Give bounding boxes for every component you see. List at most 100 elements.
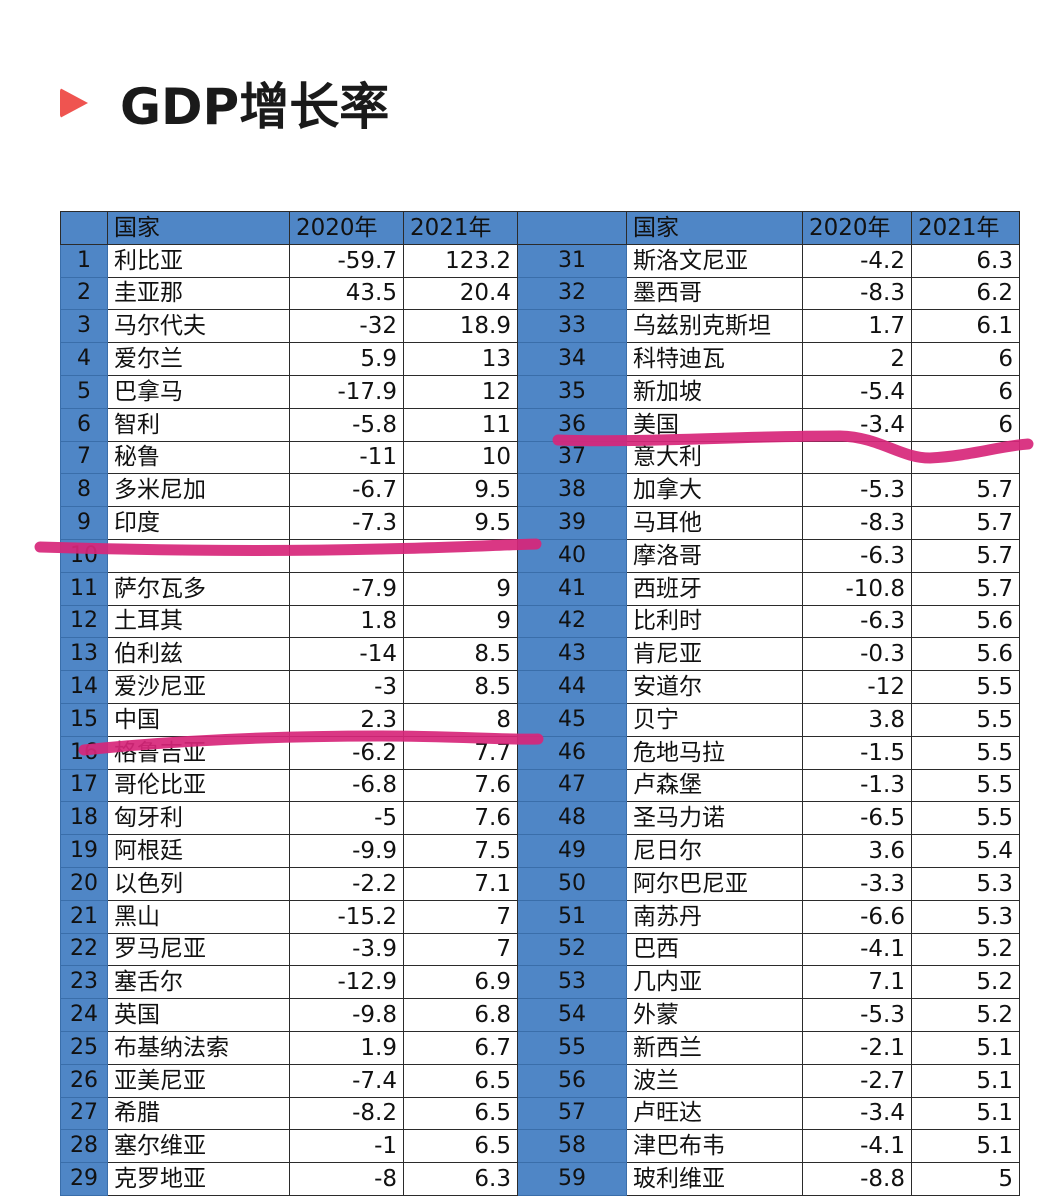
row-rank: 46 — [517, 735, 627, 770]
gdp-2021: 6.1 — [911, 309, 1020, 344]
gdp-2021: 5.6 — [911, 604, 1020, 639]
gdp-2021: 13 — [403, 342, 518, 376]
gdp-2020: -3.3 — [802, 866, 912, 901]
gdp-2021: 6.5 — [403, 1129, 518, 1164]
table-row: 17 哥伦比亚 -6.8 7.6 47 卢森堡 -1.3 5.5 — [60, 768, 1020, 803]
country-name: 秘鲁 — [107, 440, 290, 475]
country-name: 圣马力诺 — [626, 801, 803, 836]
gdp-2020: 1.9 — [289, 1030, 404, 1065]
country-name: 阿根廷 — [107, 834, 290, 868]
gdp-2020: -2.2 — [289, 866, 404, 901]
gdp-2021: 9.5 — [403, 506, 518, 540]
gdp-2021: 8 — [403, 702, 518, 737]
gdp-2020 — [802, 440, 912, 475]
gdp-2020: -6.5 — [802, 801, 912, 836]
table-row: 12 土耳其 1.8 9 42 比利时 -6.3 5.6 — [60, 604, 1020, 639]
table-row: 1 利比亚 -59.7 123.2 31 斯洛文尼亚 -4.2 6.3 — [60, 243, 1020, 278]
gdp-2021: 6.7 — [403, 1030, 518, 1065]
row-rank: 19 — [60, 834, 108, 868]
row-rank: 55 — [517, 1030, 627, 1065]
country-name: 墨西哥 — [626, 276, 803, 311]
gdp-2020: -6.2 — [289, 735, 404, 770]
table-row: 15 中国 2.3 8 45 贝宁 3.8 5.5 — [60, 702, 1020, 737]
gdp-2020: -6.8 — [289, 768, 404, 803]
row-rank: 12 — [60, 604, 108, 639]
gdp-2020: 2 — [802, 342, 912, 376]
page-title: GDP增长率 — [120, 78, 390, 136]
row-rank: 48 — [517, 801, 627, 836]
gdp-2021 — [403, 538, 518, 573]
gdp-2020: -15.2 — [289, 899, 404, 934]
row-rank: 42 — [517, 604, 627, 639]
country-name: 新加坡 — [626, 374, 803, 409]
country-name — [107, 538, 290, 573]
gdp-2020: -3 — [289, 670, 404, 704]
gdp-2021: 6 — [911, 374, 1020, 409]
gdp-2021: 6 — [911, 407, 1020, 442]
gdp-2021: 6.3 — [403, 1162, 518, 1196]
gdp-2021: 20.4 — [403, 276, 518, 311]
country-name: 罗马尼亚 — [107, 932, 290, 967]
country-name: 摩洛哥 — [626, 538, 803, 573]
gdp-2020: -5 — [289, 801, 404, 836]
gdp-2021: 5.1 — [911, 1129, 1020, 1164]
row-rank: 36 — [517, 407, 627, 442]
gdp-2020: -8.3 — [802, 276, 912, 311]
gdp-2021: 7 — [403, 899, 518, 934]
gdp-2021: 8.5 — [403, 637, 518, 672]
row-rank: 40 — [517, 538, 627, 573]
country-name: 尼日尔 — [626, 834, 803, 868]
header-country: 国家 — [107, 211, 290, 245]
row-rank: 27 — [60, 1096, 108, 1131]
row-rank: 22 — [60, 932, 108, 967]
country-name: 克罗地亚 — [107, 1162, 290, 1196]
country-name: 贝宁 — [626, 702, 803, 737]
table-header-row: 国家 2020年 2021年 国家 2020年 2021年 — [60, 211, 1020, 245]
gdp-2021: 9 — [403, 604, 518, 639]
header-country: 国家 — [626, 211, 803, 245]
row-rank: 50 — [517, 866, 627, 901]
table-row: 26 亚美尼亚 -7.4 6.5 56 波兰 -2.7 5.1 — [60, 1063, 1020, 1098]
table-row: 8 多米尼加 -6.7 9.5 38 加拿大 -5.3 5.7 — [60, 473, 1020, 508]
gdp-2020: -59.7 — [289, 243, 404, 278]
table-row: 14 爱沙尼亚 -3 8.5 44 安道尔 -12 5.5 — [60, 670, 1020, 704]
gdp-2021: 5.4 — [911, 834, 1020, 868]
gdp-2021: 18.9 — [403, 309, 518, 344]
gdp-2020: 3.8 — [802, 702, 912, 737]
country-name: 斯洛文尼亚 — [626, 243, 803, 278]
gdp-2020: -11 — [289, 440, 404, 475]
country-name: 伯利兹 — [107, 637, 290, 672]
row-rank: 4 — [60, 342, 108, 376]
gdp-2021: 5.7 — [911, 571, 1020, 606]
table-row: 20 以色列 -2.2 7.1 50 阿尔巴尼亚 -3.3 5.3 — [60, 866, 1020, 901]
table-row: 10 40 摩洛哥 -6.3 5.7 — [60, 538, 1020, 573]
row-rank: 3 — [60, 309, 108, 344]
country-name: 西班牙 — [626, 571, 803, 606]
gdp-2020: -7.4 — [289, 1063, 404, 1098]
country-name: 马尔代夫 — [107, 309, 290, 344]
row-rank: 35 — [517, 374, 627, 409]
table-row: 9 印度 -7.3 9.5 39 马耳他 -8.3 5.7 — [60, 506, 1020, 540]
gdp-2020: -14 — [289, 637, 404, 672]
country-name: 利比亚 — [107, 243, 290, 278]
row-rank: 53 — [517, 965, 627, 1000]
row-rank: 39 — [517, 506, 627, 540]
row-rank: 54 — [517, 998, 627, 1032]
gdp-2020: -7.3 — [289, 506, 404, 540]
country-name: 爱沙尼亚 — [107, 670, 290, 704]
gdp-2021: 5.7 — [911, 506, 1020, 540]
gdp-2020: -9.8 — [289, 998, 404, 1032]
country-name: 玻利维亚 — [626, 1162, 803, 1196]
row-rank: 56 — [517, 1063, 627, 1098]
gdp-2021: 6.9 — [403, 965, 518, 1000]
gdp-2020: -8.8 — [802, 1162, 912, 1196]
row-rank: 16 — [60, 735, 108, 770]
row-rank: 24 — [60, 998, 108, 1032]
gdp-2021: 6.2 — [911, 276, 1020, 311]
country-name: 科特迪瓦 — [626, 342, 803, 376]
gdp-2020: -3.4 — [802, 1096, 912, 1131]
gdp-2021: 6.8 — [403, 998, 518, 1032]
row-rank: 15 — [60, 702, 108, 737]
gdp-2021: 5.2 — [911, 998, 1020, 1032]
gdp-2020: 3.6 — [802, 834, 912, 868]
